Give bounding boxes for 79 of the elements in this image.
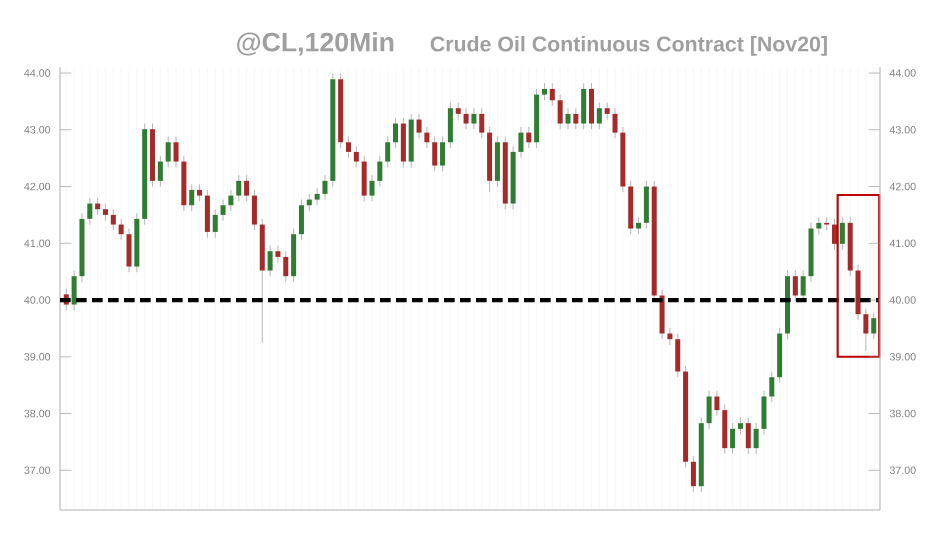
candlestick [118,218,124,241]
candlestick [753,422,759,455]
candlestick [730,422,736,455]
candlestick [447,102,453,149]
candlestick [824,216,830,231]
candlestick [126,228,132,273]
candlestick [157,155,163,187]
chart-title: @CL,120Min [237,32,394,56]
candlestick [722,404,728,455]
candlestick [761,390,767,435]
candlestick [251,189,257,231]
candlestick [440,136,446,172]
candlestick [259,218,265,343]
candlestick [518,126,524,158]
candlestick [393,117,399,149]
candlestick [416,113,422,139]
candlestick [777,327,783,384]
candlestick [204,189,210,238]
candlestick [479,107,485,139]
candlestick [675,333,681,378]
candlestick [87,197,93,225]
candlestick [181,155,187,212]
candlestick [165,136,171,168]
candlestick [353,145,359,168]
candlestick [596,102,602,130]
candlestick [189,183,195,212]
candlestick [839,216,845,250]
candlestick [345,136,351,158]
candlestick [71,270,77,311]
candlestick [792,270,798,302]
candlestick [808,222,814,283]
candlestick [612,107,618,139]
candlestick [690,455,696,493]
candlestick [855,264,861,321]
candlestick [275,245,281,263]
candlestick [800,270,806,302]
candlestick [863,308,869,352]
candlestick [408,113,414,168]
chart-subtitle: Crude Oil Continuous Contract [Nov20] [430,35,827,56]
candlestick [643,180,649,229]
candlestick [236,174,242,202]
candlestick [314,187,320,206]
candlestick [832,218,838,250]
candlestick [706,390,712,430]
candlestick [244,174,250,202]
candlestick [557,94,563,130]
candlestick [377,155,383,187]
candlestick [361,155,367,202]
candlestick [494,136,500,187]
candlestick [589,82,595,130]
candlestick [283,250,289,283]
candlestick [134,212,140,273]
candlestick [110,208,116,231]
candlestick [173,136,179,168]
candlestick [581,82,587,130]
candlestick [228,189,234,212]
candlestick [471,107,477,130]
candlestick [369,174,375,202]
candlestick [714,390,720,417]
candlestick [549,82,555,107]
candlestick [267,245,273,277]
candlestick [534,88,540,149]
candlestick [463,107,469,130]
candlestick [769,371,775,403]
candlestick [424,126,430,149]
candlestick [322,174,328,200]
candlestick [220,199,226,221]
candlestick [385,136,391,168]
candlestick [573,107,579,130]
candlestick [298,199,304,241]
candlestick [400,117,406,168]
candlestick [745,417,751,455]
candlestick [291,228,297,283]
candlestick [565,107,571,130]
candlestick [212,208,218,238]
candlestick [526,126,532,149]
candlestick [847,216,853,277]
candlestick [432,136,438,172]
candlestick [628,180,634,235]
